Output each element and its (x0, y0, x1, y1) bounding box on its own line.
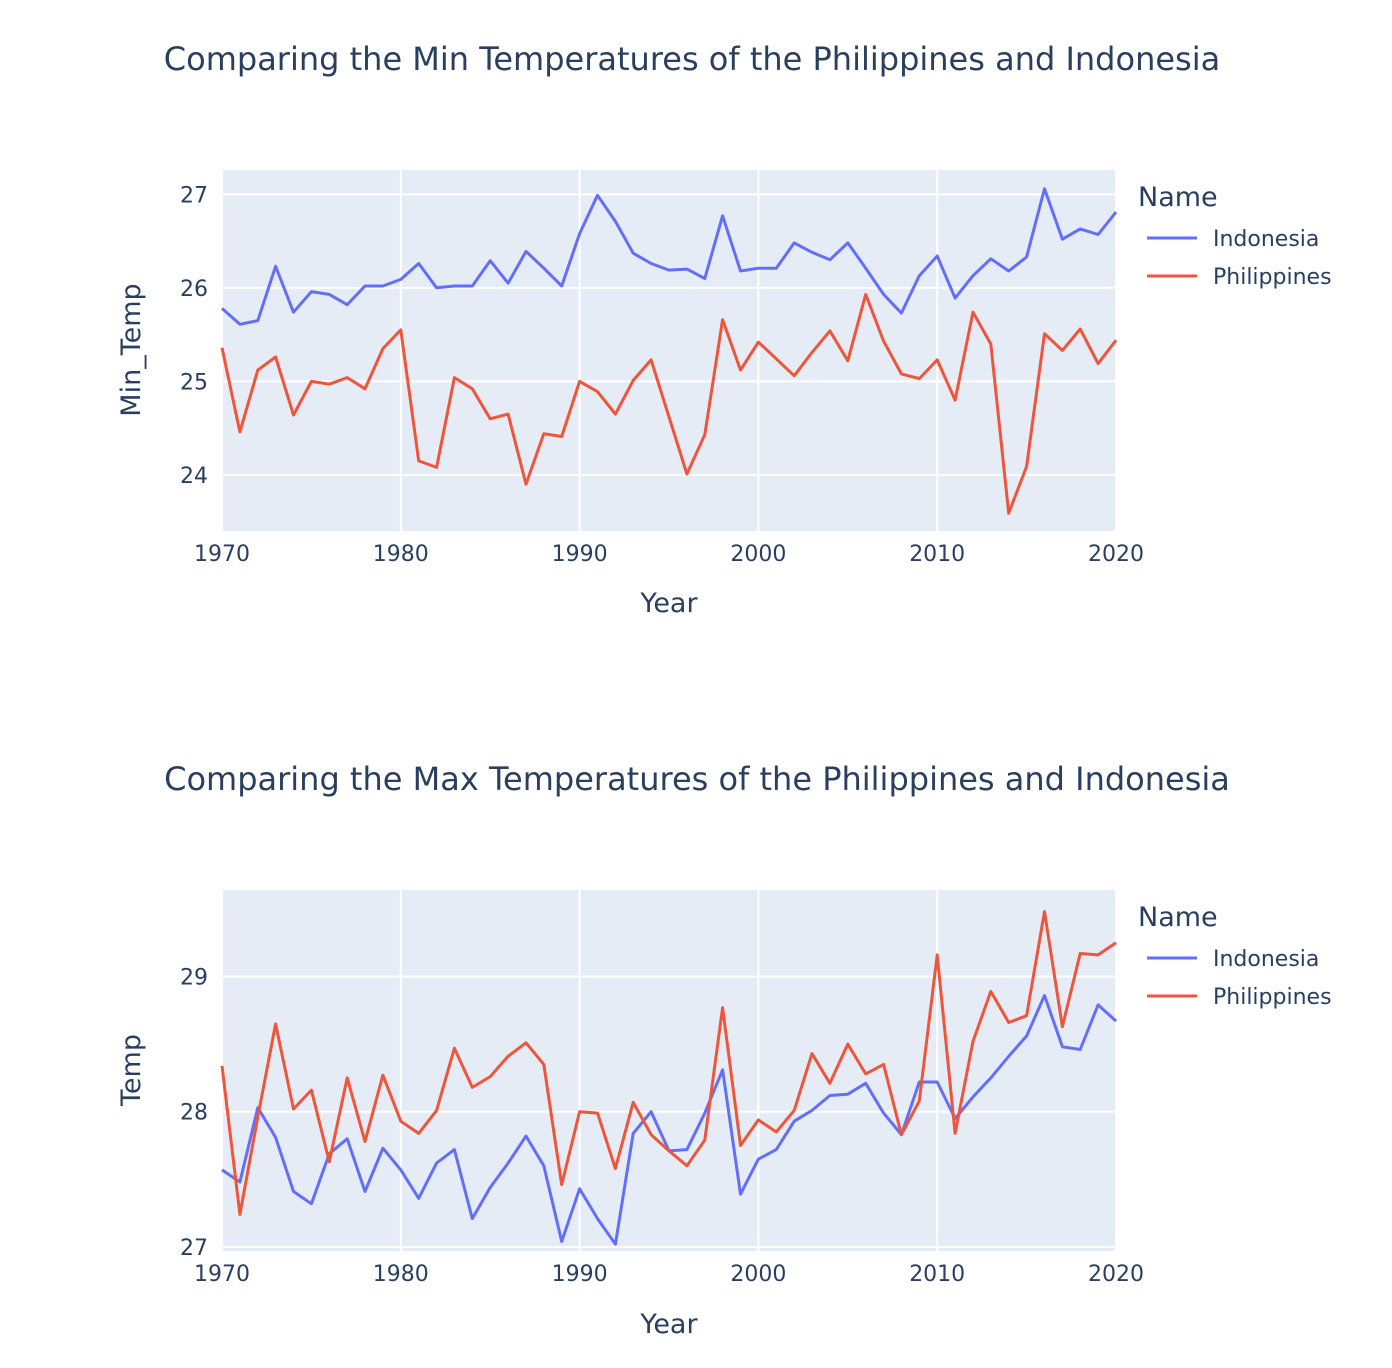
chart-title: Comparing the Max Temperatures of the Ph… (164, 760, 1230, 798)
x-tick-label: 2020 (1088, 542, 1144, 567)
y-tick-label: 25 (180, 370, 208, 395)
series-line-philippines[interactable] (220, 910, 1117, 1216)
x-tick-label: 1970 (194, 542, 250, 567)
chart-min-temp: Comparing the Min Temperatures of the Ph… (116, 40, 1332, 619)
x-tick-label: 2020 (1088, 1262, 1144, 1287)
legend-label: Philippines (1213, 265, 1332, 290)
y-tick-label: 24 (180, 464, 208, 489)
series-lines (220, 187, 1118, 515)
legend-title: Name (1138, 902, 1218, 933)
x-tick-label: 2010 (909, 542, 965, 567)
grid-lines (221, 890, 1117, 1251)
y-tick-label: 29 (180, 966, 208, 991)
x-tick-labels: 1970 1980 1990 2000 2010 2020 (194, 542, 1144, 567)
x-axis-title: Year (639, 588, 698, 619)
y-tick-label: 27 (180, 183, 208, 208)
y-axis-title: Temp (116, 1034, 147, 1107)
y-tick-labels: 27 28 29 (180, 966, 208, 1261)
chart-title: Comparing the Min Temperatures of the Ph… (164, 40, 1220, 78)
legend-label: Indonesia (1213, 227, 1319, 252)
legend-items: Indonesia Philippines (1147, 947, 1332, 1010)
legend[interactable]: Name Indonesia Philippines (1138, 902, 1332, 1010)
plot-area (222, 890, 1116, 1251)
y-tick-labels: 24 25 26 27 (180, 183, 208, 489)
x-tick-label: 1970 (194, 1262, 250, 1287)
legend-item-indonesia[interactable]: Indonesia (1147, 947, 1319, 972)
x-axis-title: Year (639, 1309, 698, 1340)
chart-max-temp: Comparing the Max Temperatures of the Ph… (116, 760, 1332, 1340)
legend-item-indonesia[interactable]: Indonesia (1147, 227, 1319, 252)
x-tick-label: 1980 (373, 542, 429, 567)
legend-item-philippines[interactable]: Philippines (1147, 265, 1332, 290)
x-tick-label: 1990 (552, 1262, 608, 1287)
y-tick-label: 28 (180, 1101, 208, 1126)
y-tick-label: 27 (180, 1236, 208, 1261)
legend-title: Name (1138, 182, 1218, 213)
x-tick-labels: 1970 1980 1990 2000 2010 2020 (194, 1262, 1144, 1287)
plot-area (222, 170, 1116, 531)
x-tick-label: 2010 (909, 1262, 965, 1287)
legend[interactable]: Name Indonesia Philippines (1138, 182, 1332, 290)
legend-items: Indonesia Philippines (1147, 227, 1332, 290)
series-lines (220, 910, 1118, 1246)
series-line-indonesia[interactable] (221, 187, 1118, 326)
series-line-philippines[interactable] (220, 292, 1118, 515)
legend-label: Philippines (1213, 985, 1332, 1010)
y-axis-title: Min_Temp (116, 283, 147, 416)
x-tick-label: 2000 (730, 1262, 786, 1287)
legend-item-philippines[interactable]: Philippines (1147, 985, 1332, 1010)
x-tick-label: 2000 (730, 542, 786, 567)
x-tick-label: 1980 (373, 1262, 429, 1287)
legend-label: Indonesia (1213, 947, 1319, 972)
x-tick-label: 1990 (552, 542, 608, 567)
y-tick-label: 26 (180, 277, 208, 302)
